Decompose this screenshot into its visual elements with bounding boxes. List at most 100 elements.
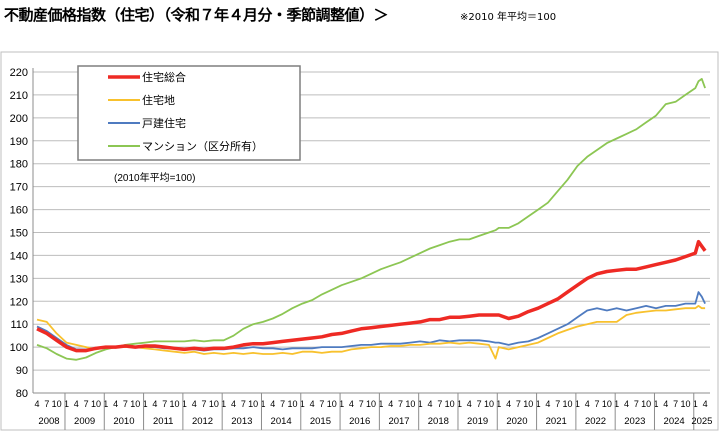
series-line-1 <box>36 304 706 360</box>
x-month-label: 10 <box>405 399 415 409</box>
x-month-label: 7 <box>555 399 560 409</box>
x-month-label: 7 <box>241 399 246 409</box>
y-tick-label: 100 <box>10 342 28 354</box>
x-month-label: 7 <box>398 399 403 409</box>
y-tick-label: 200 <box>10 113 28 125</box>
x-year-label: 2015 <box>310 416 331 427</box>
x-month-label: 7 <box>44 399 49 409</box>
x-year-label: 2012 <box>192 416 213 427</box>
x-month-label: 10 <box>602 399 612 409</box>
legend-label: 住宅総合 <box>142 70 186 84</box>
x-year-label: 2010 <box>113 416 134 427</box>
x-year-label: 2021 <box>546 416 567 427</box>
x-month-label: 7 <box>595 399 600 409</box>
x-month-label: 1 <box>64 399 69 409</box>
x-month-label: 10 <box>327 399 337 409</box>
legend-label: 住宅地 <box>142 93 175 107</box>
base-note-label: (2010年平均=100) <box>114 171 195 184</box>
x-month-label: 7 <box>477 399 482 409</box>
x-year-label: 2011 <box>153 416 173 427</box>
x-month-label: 1 <box>575 399 580 409</box>
x-year-label: 2020 <box>506 416 527 427</box>
y-tick-label: 190 <box>10 136 28 148</box>
x-month-label: 1 <box>143 399 148 409</box>
x-year-label: 2023 <box>624 416 645 427</box>
x-month-label: 4 <box>310 399 315 409</box>
x-month-label: 4 <box>113 399 118 409</box>
x-month-label: 1 <box>260 399 265 409</box>
x-month-label: 7 <box>516 399 521 409</box>
y-tick-label: 80 <box>16 388 28 400</box>
x-year-label: 2022 <box>585 416 606 427</box>
x-month-label: 4 <box>34 399 39 409</box>
y-tick-label: 150 <box>10 228 28 240</box>
x-month-label: 4 <box>349 399 354 409</box>
x-month-label: 7 <box>673 399 678 409</box>
x-year-label: 2014 <box>271 416 292 427</box>
legend-box <box>77 65 301 161</box>
x-month-label: 1 <box>339 399 344 409</box>
x-year-label: 2019 <box>467 416 488 427</box>
x-month-label: 1 <box>300 399 305 409</box>
x-month-label: 1 <box>378 399 383 409</box>
x-month-label: 10 <box>287 399 297 409</box>
x-month-label: 10 <box>91 399 101 409</box>
x-month-label: 7 <box>280 399 285 409</box>
x-month-label: 10 <box>484 399 494 409</box>
x-month-label: 10 <box>445 399 455 409</box>
x-month-label: 1 <box>693 399 698 409</box>
x-month-label: 4 <box>624 399 629 409</box>
x-month-label: 10 <box>52 399 62 409</box>
x-month-label: 10 <box>209 399 219 409</box>
x-year-label: 2018 <box>428 416 449 427</box>
x-month-label: 1 <box>221 399 226 409</box>
x-month-label: 1 <box>536 399 541 409</box>
series-line-3 <box>36 78 706 361</box>
x-month-label: 4 <box>506 399 511 409</box>
x-month-label: 4 <box>74 399 79 409</box>
x-month-label: 4 <box>388 399 393 409</box>
x-month-label: 4 <box>585 399 590 409</box>
x-month-label: 7 <box>202 399 207 409</box>
base-note: ※2010 年平均＝100 <box>460 12 557 23</box>
x-month-label: 1 <box>653 399 658 409</box>
x-month-label: 7 <box>319 399 324 409</box>
x-month-label: 10 <box>366 399 376 409</box>
x-month-label: 1 <box>614 399 619 409</box>
x-year-label: 2017 <box>388 416 409 427</box>
x-month-label: 4 <box>467 399 472 409</box>
x-month-label: 10 <box>523 399 533 409</box>
x-month-label: 7 <box>84 399 89 409</box>
base-note-bg <box>108 168 218 186</box>
x-month-label: 4 <box>663 399 668 409</box>
x-month-label: 10 <box>170 399 180 409</box>
y-tick-label: 140 <box>10 250 28 262</box>
y-tick-label: 130 <box>10 273 28 285</box>
x-year-label: 2025 <box>691 416 712 427</box>
x-month-label: 10 <box>248 399 258 409</box>
x-month-label: 1 <box>182 399 187 409</box>
y-tick-label: 210 <box>10 90 28 102</box>
x-year-label: 2013 <box>231 416 252 427</box>
x-month-label: 10 <box>563 399 573 409</box>
x-year-label: 2009 <box>74 416 95 427</box>
y-tick-label: 170 <box>10 182 28 194</box>
x-month-label: 7 <box>162 399 167 409</box>
x-month-label: 10 <box>641 399 651 409</box>
x-month-label: 4 <box>703 399 708 409</box>
x-month-label: 4 <box>192 399 197 409</box>
x-month-label: 7 <box>359 399 364 409</box>
x-month-label: 4 <box>545 399 550 409</box>
x-month-label: 7 <box>437 399 442 409</box>
x-month-label: 10 <box>680 399 690 409</box>
series-line-0 <box>36 239 707 353</box>
legend-label: 戸建住宅 <box>142 116 186 130</box>
chart-frame <box>0 51 719 431</box>
x-month-label: 4 <box>270 399 275 409</box>
x-month-label: 1 <box>496 399 501 409</box>
x-year-label: 2008 <box>38 416 59 427</box>
x-month-label: 4 <box>152 399 157 409</box>
y-tick-label: 90 <box>16 365 28 377</box>
y-tick-label: 110 <box>10 319 28 331</box>
